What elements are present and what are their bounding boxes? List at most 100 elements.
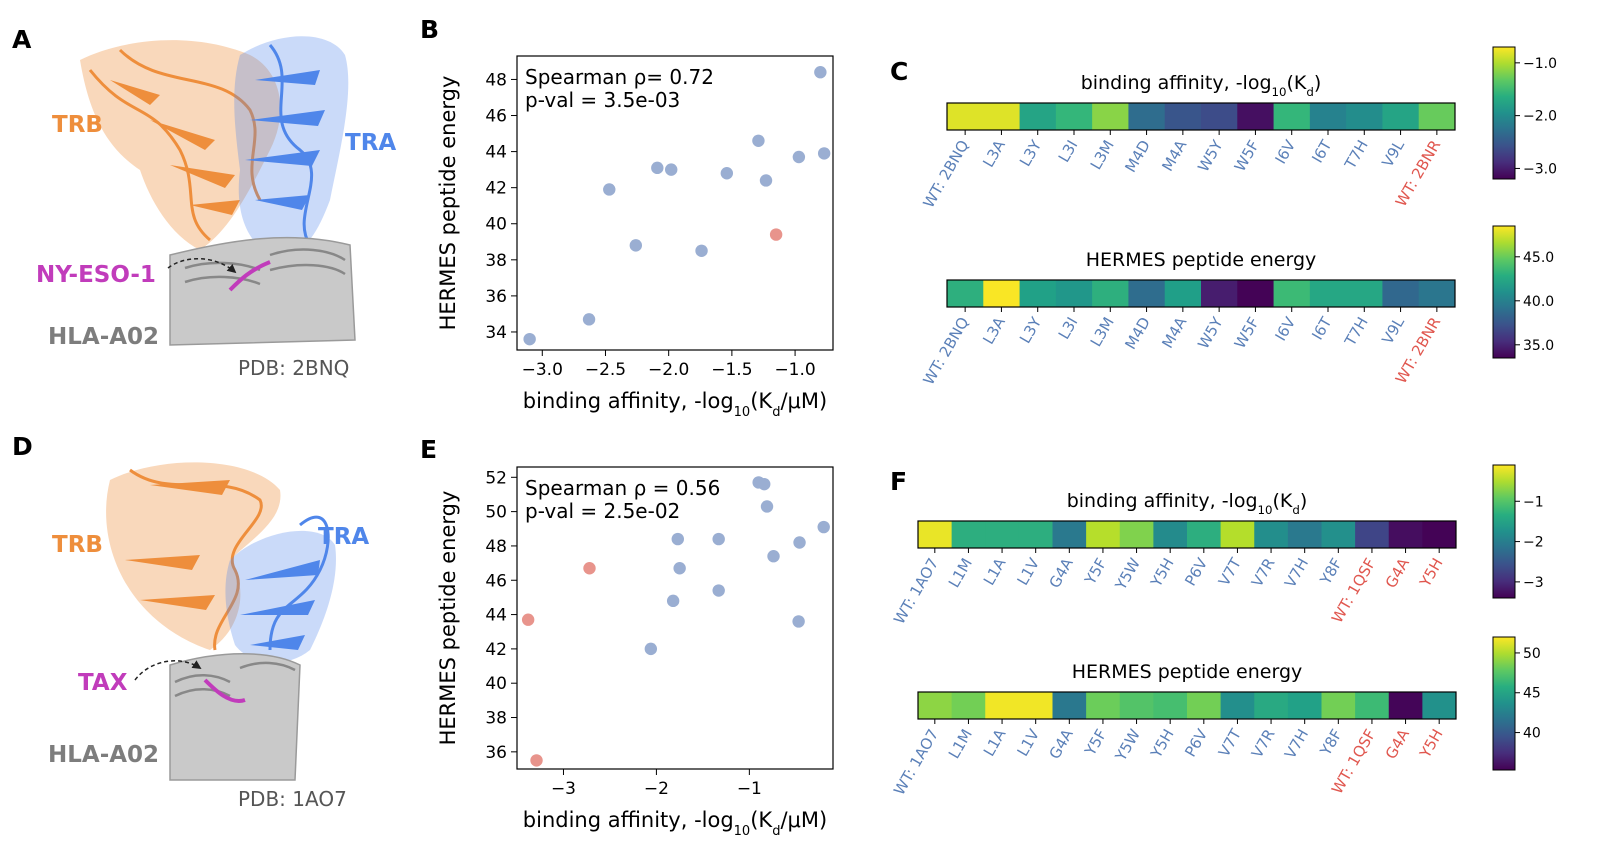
x-tick-label: −2.0 xyxy=(648,360,689,380)
heatmap-column-label: V7T xyxy=(1215,725,1245,760)
heatmap-column-label: L3I xyxy=(1055,137,1082,165)
heatmap-cell xyxy=(1019,280,1057,307)
colorbar-tick-label: 40 xyxy=(1523,726,1541,742)
data-point xyxy=(695,244,708,257)
heatmap-cell xyxy=(918,521,953,548)
heatmap-column-label: L1V xyxy=(1013,554,1043,588)
panel-letter-a: A xyxy=(12,25,32,54)
heatmap-column-label: Y5F xyxy=(1081,726,1111,760)
heatmap-cell xyxy=(1128,280,1166,307)
x-axis-label: binding affinity, -log10(Kd/μM) xyxy=(523,808,827,839)
y-tick-label: 52 xyxy=(485,468,507,488)
heatmap-column-label: Y5H xyxy=(1416,726,1447,762)
pval-stat: p-val = 2.5e-02 xyxy=(525,499,680,523)
y-tick-label: 48 xyxy=(485,537,507,557)
heatmap-cell xyxy=(985,692,1020,719)
heatmap-cell xyxy=(1164,280,1202,307)
y-tick-label: 40 xyxy=(485,215,507,235)
data-point xyxy=(767,550,780,563)
data-point xyxy=(759,174,773,187)
heatmap-frame xyxy=(917,691,1457,720)
data-point xyxy=(712,584,725,597)
structure-top: TRB TRA NY-ESO-1 HLA-A02 PDB: 2BNQ xyxy=(36,36,396,380)
heatmap-column-label: W5F xyxy=(1231,137,1263,175)
heatmap-column-label: P6V xyxy=(1181,725,1211,760)
hla-illustration xyxy=(169,236,356,346)
x-tick-label: −2 xyxy=(644,779,669,799)
spearman-stat: Spearman ρ = 0.56 xyxy=(525,476,720,500)
colorbar-tick-label: −3.0 xyxy=(1523,161,1557,177)
heatmap-cell xyxy=(1309,103,1347,130)
heatmap-cell xyxy=(1388,692,1423,719)
tra-chain-illustration xyxy=(234,36,349,256)
heatmap-column-label: V7H xyxy=(1281,726,1312,762)
heatmap-column-label: I6T xyxy=(1308,136,1336,166)
data-point xyxy=(793,536,806,549)
heatmap-cell xyxy=(1254,521,1289,548)
heatmap-cell xyxy=(918,692,953,719)
heatmap-cell xyxy=(1187,692,1222,719)
heatmap-frame xyxy=(917,520,1457,549)
heatmap-column-label: L3Y xyxy=(1016,136,1046,169)
heatmap-cell xyxy=(985,521,1020,548)
heatmap-column-label: L3A xyxy=(979,136,1009,170)
heatmap-cell xyxy=(1220,521,1255,548)
heatmap-column-label: L1M xyxy=(945,726,976,762)
data-point xyxy=(769,228,783,241)
y-tick-label: 46 xyxy=(485,107,507,127)
heatmap-column-label: I6T xyxy=(1308,313,1336,343)
heatmap-frame xyxy=(946,102,1456,131)
heatmap-cell xyxy=(1382,280,1420,307)
hla-illustration xyxy=(169,653,301,781)
heatmap-cell xyxy=(1055,280,1093,307)
heatmap-cell xyxy=(1153,692,1188,719)
x-axis-label: binding affinity, -log10(Kd/μM) xyxy=(523,389,827,420)
scatter-chart-e: −3 −2 −1 36 38 40 42 44 46 48 50 52 Spearman ρ = 0.5… xyxy=(436,466,834,839)
heatmap-column-label: V7R xyxy=(1248,555,1279,590)
peptide-arrow xyxy=(167,257,237,274)
heatmap-cell xyxy=(1418,103,1456,130)
heatmap-cell xyxy=(983,280,1021,307)
x-tick-label: −1.0 xyxy=(774,360,815,380)
peptide-illustration xyxy=(203,678,246,703)
colorbar xyxy=(1492,225,1516,359)
trb-chain-illustration xyxy=(106,462,281,651)
heatmap-column-label: G4A xyxy=(1382,725,1414,762)
heatmap-column-label: Y5W xyxy=(1111,555,1144,594)
heatmap-cell xyxy=(1201,280,1238,307)
heatmap-cell xyxy=(1119,692,1154,719)
panel-letter-c: C xyxy=(890,57,908,86)
heatmap-cell xyxy=(1164,103,1202,130)
heatmap-cell xyxy=(1052,521,1087,548)
y-axis-label: HERMES peptide energy xyxy=(436,76,460,331)
heatmap-column-label: Y5H xyxy=(1416,555,1447,591)
heatmap-title: HERMES peptide energy xyxy=(1086,249,1317,271)
data-point xyxy=(603,183,616,196)
colorbar-tick-label: 50 xyxy=(1523,646,1541,662)
heatmap-binding-affinity-f: binding affinity, -log10(Kd)WT: 1AO7 L1M L… xyxy=(890,464,1544,627)
peptide-illustration xyxy=(228,260,271,292)
panel-letter-e: E xyxy=(420,435,437,464)
heatmap-cell xyxy=(1355,521,1390,548)
heatmap-column-label: M4D xyxy=(1121,314,1154,352)
heatmap-column-label: L1M xyxy=(945,555,976,591)
heatmap-cell xyxy=(1237,103,1275,130)
data-point xyxy=(792,150,806,164)
heatmap-column-label: Y8F xyxy=(1316,726,1346,760)
heatmap-cell xyxy=(951,692,986,719)
peptide-label: NY-ESO-1 xyxy=(36,262,156,288)
heatmap-column-label: WT: 2BNQ xyxy=(920,137,973,211)
heatmap-cell xyxy=(1201,103,1238,130)
heatmap-column-label: L1A xyxy=(980,725,1010,759)
y-tick-label: 36 xyxy=(485,287,507,307)
data-point xyxy=(521,613,535,626)
panel-letter-f: F xyxy=(890,467,907,496)
data-point xyxy=(583,562,596,575)
heatmap-cell xyxy=(1346,280,1383,307)
heatmap-column-label: W5F xyxy=(1231,314,1263,352)
heatmap-cell xyxy=(1422,521,1457,548)
heatmap-column-label: L1V xyxy=(1013,725,1043,759)
heatmap-cell xyxy=(1346,103,1383,130)
colorbar xyxy=(1492,464,1516,599)
